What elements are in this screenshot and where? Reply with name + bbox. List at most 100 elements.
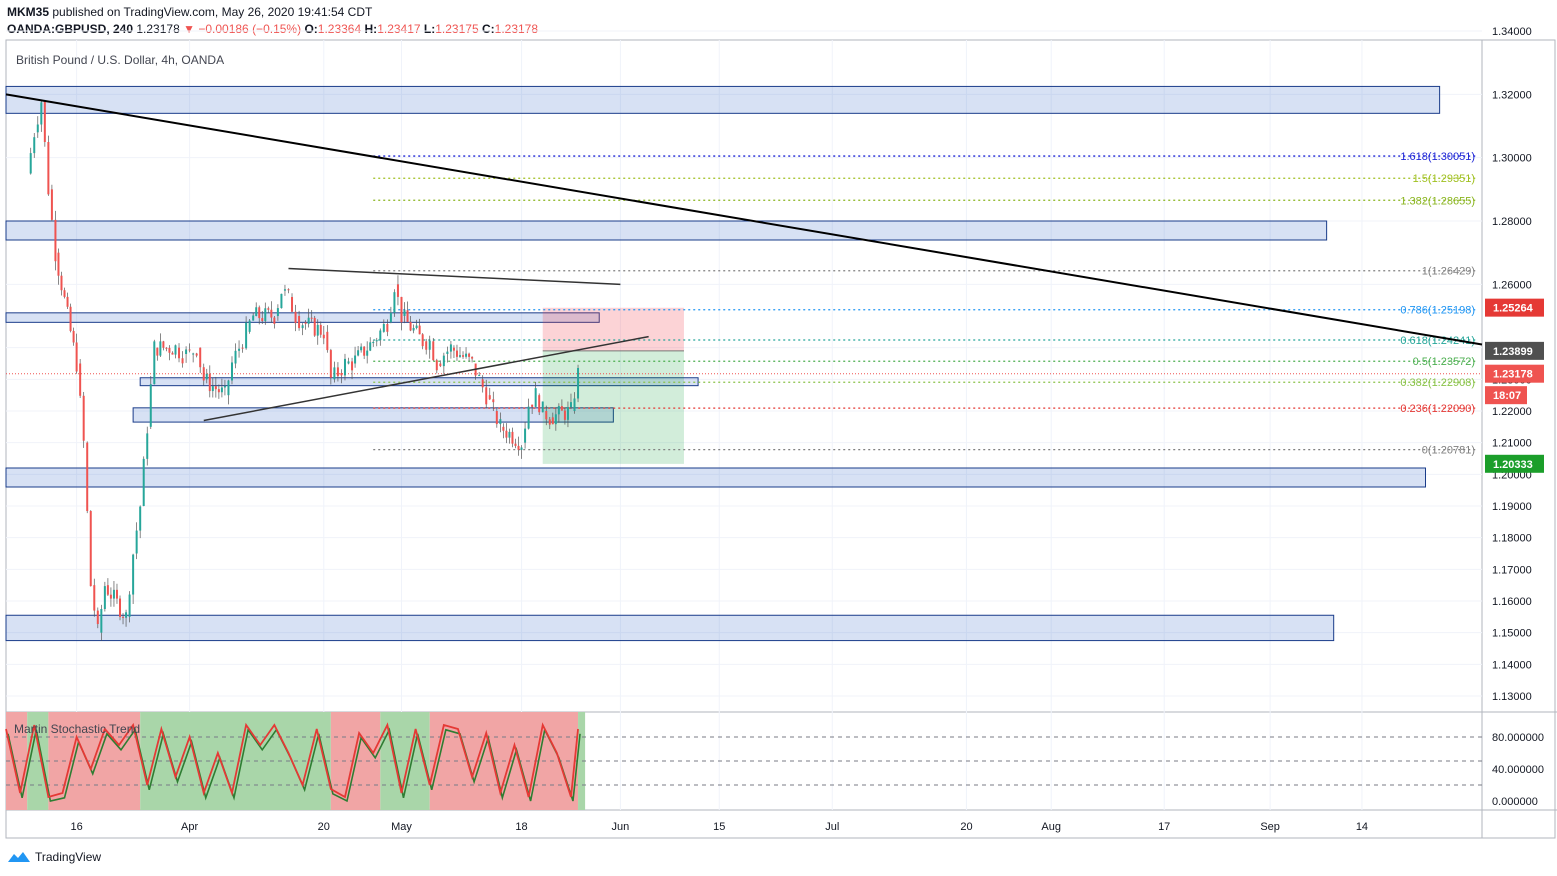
- indicator-tick-label: 0.000000: [1492, 796, 1538, 808]
- candle-body: [455, 350, 458, 357]
- candle-body: [93, 585, 96, 611]
- high-label: H:: [364, 22, 378, 36]
- candle-body: [511, 431, 514, 444]
- last-price: 1.23178: [136, 22, 180, 36]
- candle-body: [234, 350, 237, 364]
- price-tick-label: 1.16000: [1492, 596, 1532, 608]
- candle-body: [452, 347, 455, 351]
- trendline: [5, 93, 1483, 346]
- candle-body: [363, 346, 366, 356]
- candle-body: [276, 308, 279, 316]
- candle-body: [109, 594, 112, 599]
- candle-body: [465, 353, 468, 357]
- candle-body: [554, 414, 557, 425]
- candle-body: [492, 399, 495, 403]
- candle-body: [211, 386, 214, 392]
- candle-body: [43, 100, 46, 143]
- price-tick-label: 1.30000: [1492, 153, 1532, 165]
- candle-body: [36, 124, 39, 133]
- candle-body: [400, 296, 403, 323]
- fib-level-label: 0.5(1.23572): [1413, 356, 1475, 368]
- candle-body: [357, 350, 360, 356]
- candle-body: [132, 554, 135, 595]
- candle-body: [227, 380, 230, 396]
- chart-frame: [5, 39, 1556, 839]
- candle-body: [125, 612, 128, 618]
- tradingview-footer[interactable]: TradingView: [7, 850, 101, 864]
- candle-body: [471, 356, 474, 359]
- candle-body: [548, 419, 551, 425]
- candle-body: [159, 341, 162, 356]
- candle-body: [393, 292, 396, 313]
- take-profit-area: [542, 350, 684, 464]
- candle-body: [50, 189, 53, 220]
- candle-body: [439, 363, 442, 367]
- candle-body: [29, 153, 32, 174]
- indicator-band: [578, 712, 586, 810]
- candle-body: [449, 344, 452, 352]
- candle-body: [319, 324, 322, 335]
- candle-body: [366, 350, 369, 356]
- candle-body: [119, 598, 122, 617]
- price-tick-label: 1.22000: [1492, 406, 1532, 418]
- candle-body: [112, 589, 115, 599]
- candle-body: [351, 361, 354, 371]
- candle-body: [369, 342, 372, 351]
- price-tick-label: 1.32000: [1492, 89, 1532, 101]
- price-axis-label: 1.20333: [1493, 459, 1533, 471]
- price-tick-label: 1.21000: [1492, 438, 1532, 450]
- candle-body: [106, 585, 109, 595]
- candle-body: [220, 387, 223, 393]
- candle-body: [252, 315, 255, 321]
- candle-body: [569, 402, 572, 407]
- candle-body: [245, 322, 248, 349]
- price-tick-label: 1.28000: [1492, 216, 1532, 228]
- candle-body: [255, 307, 258, 316]
- candle-body: [468, 353, 471, 357]
- candle-body: [264, 308, 267, 322]
- candle-body: [354, 355, 357, 364]
- sr-zone: [5, 85, 1441, 114]
- low-value: 1.23175: [435, 22, 479, 36]
- time-tick-label: 16: [70, 821, 82, 833]
- candle-body: [340, 373, 343, 376]
- candle-body: [412, 327, 415, 331]
- candle-body: [149, 384, 152, 427]
- candle-body: [372, 342, 375, 344]
- candle-body: [214, 386, 217, 390]
- candle-body: [421, 334, 424, 347]
- candle-body: [481, 379, 484, 388]
- candle-body: [217, 389, 220, 393]
- price-axis-label-bg: [1485, 386, 1527, 405]
- candle-body: [230, 362, 233, 381]
- chart-title: British Pound / U.S. Dollar, 4h, OANDA: [16, 53, 224, 67]
- indicator-tick-label: 80.000000: [1492, 732, 1544, 744]
- candle-body: [538, 395, 541, 413]
- time-tick-label: 20: [318, 821, 330, 833]
- fib-level-label: 1.382(1.28655): [1400, 195, 1475, 207]
- close-label: C:: [481, 22, 495, 36]
- candle-body: [508, 431, 511, 438]
- candle-body: [551, 417, 554, 425]
- candle-body: [66, 296, 69, 307]
- candle-body: [202, 367, 205, 381]
- down-arrow-icon: ▼: [183, 22, 195, 36]
- candle-body: [54, 219, 57, 262]
- author-name[interactable]: MKM35: [7, 5, 50, 19]
- price-axis-label-bg: [1485, 298, 1544, 317]
- candle-body: [566, 406, 569, 420]
- candle-body: [72, 330, 75, 343]
- candle-body: [156, 347, 159, 356]
- candle-body: [168, 347, 171, 353]
- candle-body: [517, 445, 520, 450]
- candle-body: [258, 307, 261, 319]
- open-label: O:: [304, 22, 318, 36]
- time-tick-label: 14: [1356, 821, 1368, 833]
- candle-body: [301, 325, 304, 329]
- price-tick-label: 1.34000: [1492, 26, 1532, 38]
- fib-level-label: 0.236(1.22090): [1400, 403, 1475, 415]
- indicator-tick-label: 40.000000: [1492, 764, 1544, 776]
- candle-body: [347, 361, 350, 364]
- candle-body: [142, 458, 145, 507]
